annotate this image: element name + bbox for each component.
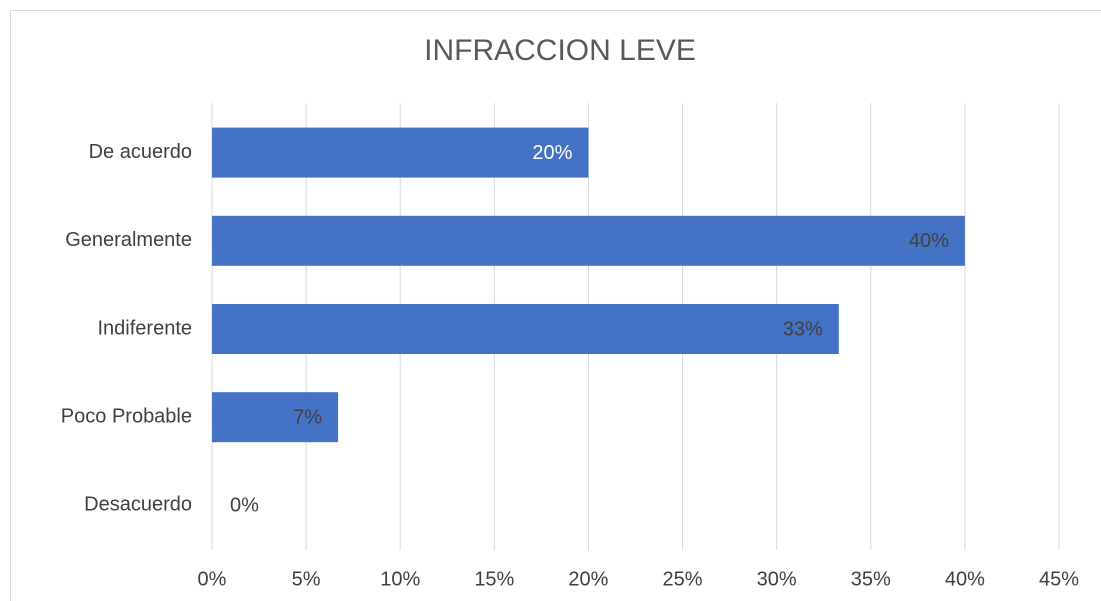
y-tick-label: Desacuerdo — [84, 494, 192, 516]
x-tick-label: 20% — [568, 568, 608, 590]
chart-border — [10, 10, 1101, 601]
x-tick-label: 5% — [292, 568, 321, 590]
bar — [212, 304, 839, 354]
x-tick-label: 0% — [198, 568, 227, 590]
data-label: 33% — [783, 318, 823, 340]
x-tick-label: 25% — [663, 568, 703, 590]
x-tick-label: 35% — [851, 568, 891, 590]
x-tick-label: 45% — [1039, 568, 1079, 590]
data-label: 0% — [230, 495, 259, 517]
data-label: 20% — [532, 142, 572, 164]
x-tick-label: 40% — [945, 568, 985, 590]
y-tick-label: Poco Probable — [61, 405, 192, 427]
bar — [212, 392, 339, 443]
x-tick-label: 10% — [380, 568, 420, 590]
x-tick-label: 15% — [474, 568, 514, 590]
x-tick-label: 30% — [757, 568, 797, 590]
chart-title: INFRACCION LEVE — [424, 34, 696, 67]
y-tick-label: Generalmente — [65, 229, 192, 251]
data-label: 7% — [293, 406, 322, 428]
bar — [212, 215, 965, 266]
y-tick-label: De acuerdo — [89, 141, 192, 163]
data-label: 40% — [909, 230, 949, 252]
bar — [212, 127, 589, 178]
y-tick-label: Indiferente — [97, 317, 192, 339]
